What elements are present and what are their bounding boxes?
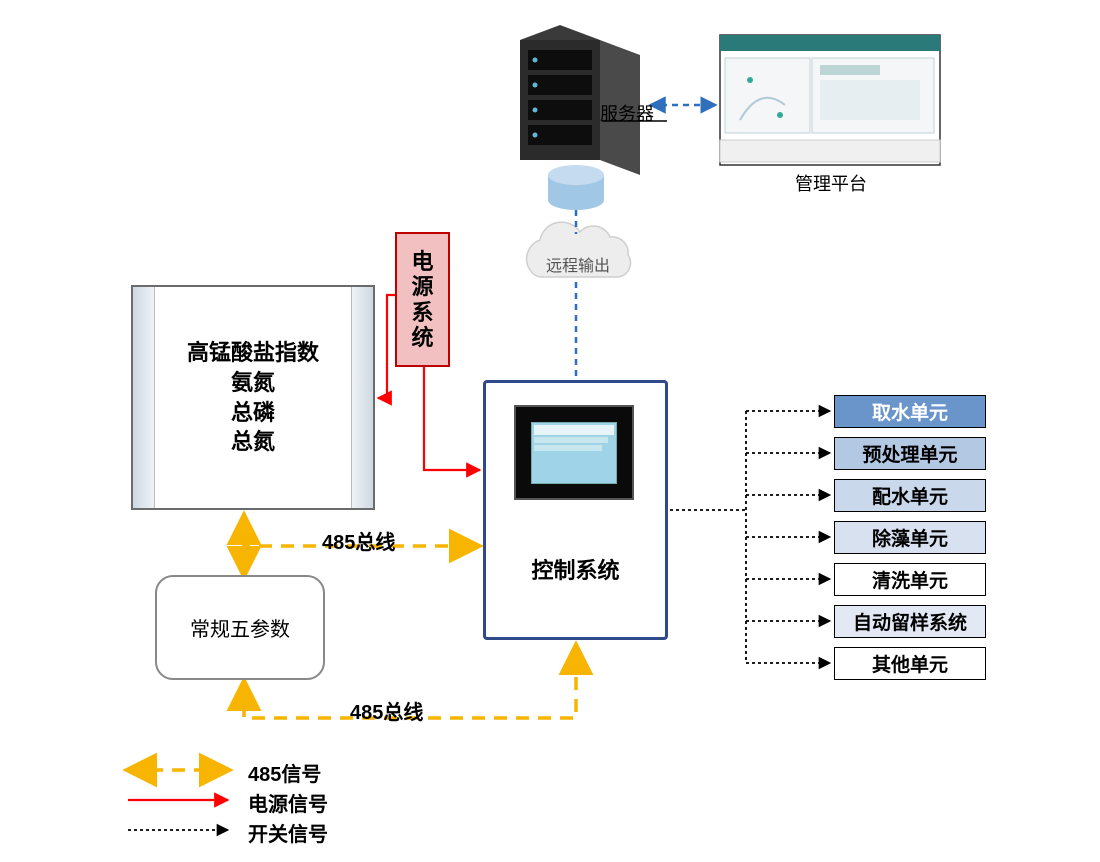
platform-label: 管理平台: [795, 170, 867, 196]
bus485-top-label: 485总线: [322, 526, 395, 555]
unit-box: 配水单元: [834, 479, 986, 512]
unit-box: 除藻单元: [834, 521, 986, 554]
control-screen: [514, 405, 634, 500]
analysis-line-3: 总氮: [231, 427, 275, 457]
edge-power-analysis: [378, 295, 395, 398]
power-label-3: 统: [411, 325, 433, 350]
unit-box: 清洗单元: [834, 563, 986, 596]
analysis-side-right: [351, 287, 373, 508]
power-label-2: 系: [411, 300, 433, 325]
analysis-line-1: 氨氮: [231, 368, 275, 398]
power-label-1: 源: [411, 274, 433, 299]
node-control-system: 控制系统: [483, 380, 668, 640]
analysis-content: 高锰酸盐指数 氨氮 总磷 总氮: [155, 287, 351, 508]
analysis-side-left: [133, 287, 155, 508]
five-param-label: 常规五参数: [190, 613, 290, 642]
legend-lines: [128, 770, 228, 830]
node-five-param: 常规五参数: [155, 575, 325, 680]
edge-power-control: [424, 367, 480, 470]
legend-0: 485信号: [248, 758, 321, 787]
analysis-line-0: 高锰酸盐指数: [187, 338, 319, 368]
unit-box: 其他单元: [834, 647, 986, 680]
node-power-system: 电 源 系 统: [395, 232, 450, 367]
analysis-line-2: 总磷: [231, 398, 275, 428]
legend-1: 电源信号: [248, 788, 328, 817]
server-label: 服务器: [600, 100, 654, 126]
legend-2: 开关信号: [248, 818, 328, 847]
edge-control-units: [670, 411, 830, 663]
unit-box: 预处理单元: [834, 437, 986, 470]
cloud-label: 远程输出: [546, 252, 610, 276]
power-label-0: 电: [411, 249, 433, 274]
unit-box: 自动留样系统: [834, 605, 986, 638]
platform-icon: [720, 35, 940, 165]
control-screen-inner: [531, 422, 617, 484]
unit-box: 取水单元: [834, 395, 986, 428]
node-analysis: 高锰酸盐指数 氨氮 总磷 总氮: [131, 285, 375, 510]
bus485-bottom-label: 485总线: [350, 696, 423, 725]
control-label: 控制系统: [486, 553, 665, 585]
